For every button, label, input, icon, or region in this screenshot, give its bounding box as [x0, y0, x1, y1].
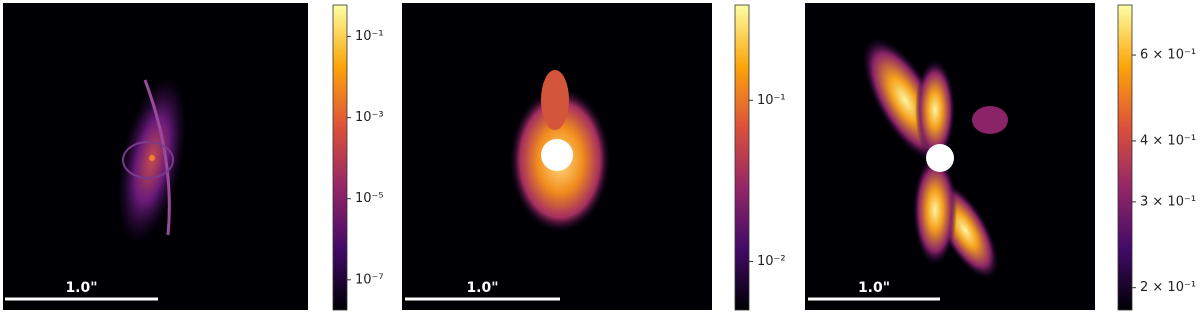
colorbar — [734, 4, 750, 311]
colorbar-tick-label: 10⁻³ — [355, 110, 384, 125]
colorbar-tick-label: 10⁻⁵ — [355, 191, 384, 206]
colorbar — [1117, 4, 1133, 311]
colorbar-tick-label: 3 × 10⁻¹ — [1140, 194, 1196, 209]
panel-3-image — [805, 3, 1095, 310]
colorbar-tick-label: 4 × 10⁻¹ — [1140, 133, 1196, 148]
colorbar-tick-label: 10⁻¹ — [355, 29, 384, 44]
colorbar-tick-label: 10⁻⁷ — [355, 272, 384, 287]
colorbar — [332, 4, 348, 311]
scale-bar-label: 1.0" — [65, 280, 97, 296]
scale-bar-label: 1.0" — [466, 280, 498, 296]
colorbar-tick-label: 10⁻¹ — [757, 93, 786, 108]
panel-2-image — [402, 3, 712, 310]
colorbar-tick-label: 2 × 10⁻¹ — [1140, 280, 1196, 295]
panel-1-image — [3, 3, 308, 310]
colorbar-tick-label: 10⁻² — [757, 254, 786, 269]
scale-bar-label: 1.0" — [858, 280, 890, 296]
colorbar-tick-label: 6 × 10⁻¹ — [1140, 48, 1196, 63]
